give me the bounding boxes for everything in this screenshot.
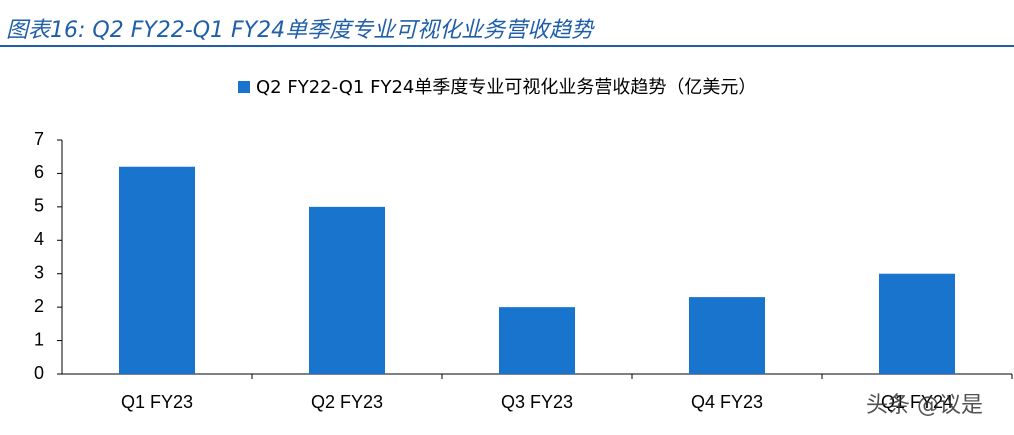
- y-tick-label: 0: [34, 363, 44, 383]
- legend-swatch: [238, 81, 250, 93]
- y-tick-label: 1: [34, 329, 44, 349]
- y-tick-label: 2: [34, 296, 44, 316]
- x-tick-label: Q1 FY24: [881, 392, 953, 412]
- legend-label: Q2 FY22-Q1 FY24单季度专业可视化业务营收趋势（亿美元）: [256, 77, 756, 98]
- x-tick-label: Q2 FY23: [311, 392, 383, 412]
- bar: [499, 307, 575, 374]
- y-tick-label: 6: [34, 162, 44, 182]
- bar: [689, 297, 765, 374]
- y-tick-label: 5: [34, 196, 44, 216]
- bar: [879, 273, 955, 374]
- x-tick-label: Q4 FY23: [691, 392, 763, 412]
- y-tick-label: 4: [34, 229, 44, 249]
- x-tick-label: Q1 FY23: [121, 392, 193, 412]
- x-tick-label: Q3 FY23: [501, 392, 573, 412]
- y-tick-label: 3: [34, 262, 44, 282]
- bar: [309, 206, 385, 374]
- header-title: 图表16: Q2 FY22-Q1 FY24单季度专业可视化业务营收趋势: [6, 18, 595, 43]
- watermark: 头条 @议是: [866, 393, 983, 418]
- y-tick-label: 7: [34, 129, 44, 149]
- bar: [119, 166, 195, 374]
